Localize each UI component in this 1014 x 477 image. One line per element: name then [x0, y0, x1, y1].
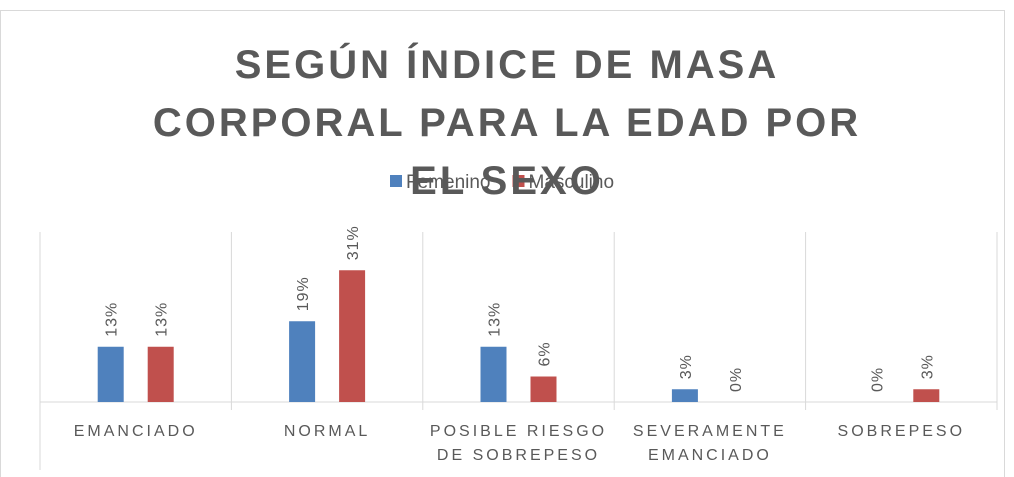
x-tick-label: EMANCIADO	[73, 423, 198, 440]
bar	[339, 270, 366, 402]
data-label: 13%	[104, 302, 121, 337]
data-label: 0%	[728, 367, 745, 392]
bar	[289, 321, 316, 402]
data-label: 31%	[345, 225, 362, 260]
bar	[480, 346, 507, 402]
x-tick-label: SOBREPESO	[837, 423, 966, 440]
chart-title: SEGÚN ÍNDICE DE MASA CORPORAL PARA LA ED…	[152, 43, 862, 203]
data-label: 3%	[919, 354, 936, 379]
data-label: 13%	[154, 302, 171, 337]
data-label: 19%	[295, 276, 312, 311]
bar	[913, 389, 940, 402]
x-tick-label: POSIBLE RIESGO DE SOBREPESO	[429, 423, 608, 464]
legend-label: Femenino	[406, 172, 491, 193]
bar	[671, 389, 698, 402]
data-label: 3%	[678, 354, 695, 379]
data-label: 13%	[487, 302, 504, 337]
legend-swatch	[390, 175, 402, 187]
bar	[97, 346, 124, 402]
legend-label: Masculino	[529, 172, 615, 193]
x-tick-label: NORMAL	[283, 423, 371, 440]
bar	[147, 346, 174, 402]
chart-border	[0, 10, 1005, 477]
legend-swatch	[512, 175, 525, 187]
x-tick-label: SEVERAMENTE EMANCIADO	[632, 423, 787, 464]
bar	[530, 376, 557, 402]
data-label: 0%	[869, 367, 886, 392]
data-label: 6%	[537, 341, 554, 366]
